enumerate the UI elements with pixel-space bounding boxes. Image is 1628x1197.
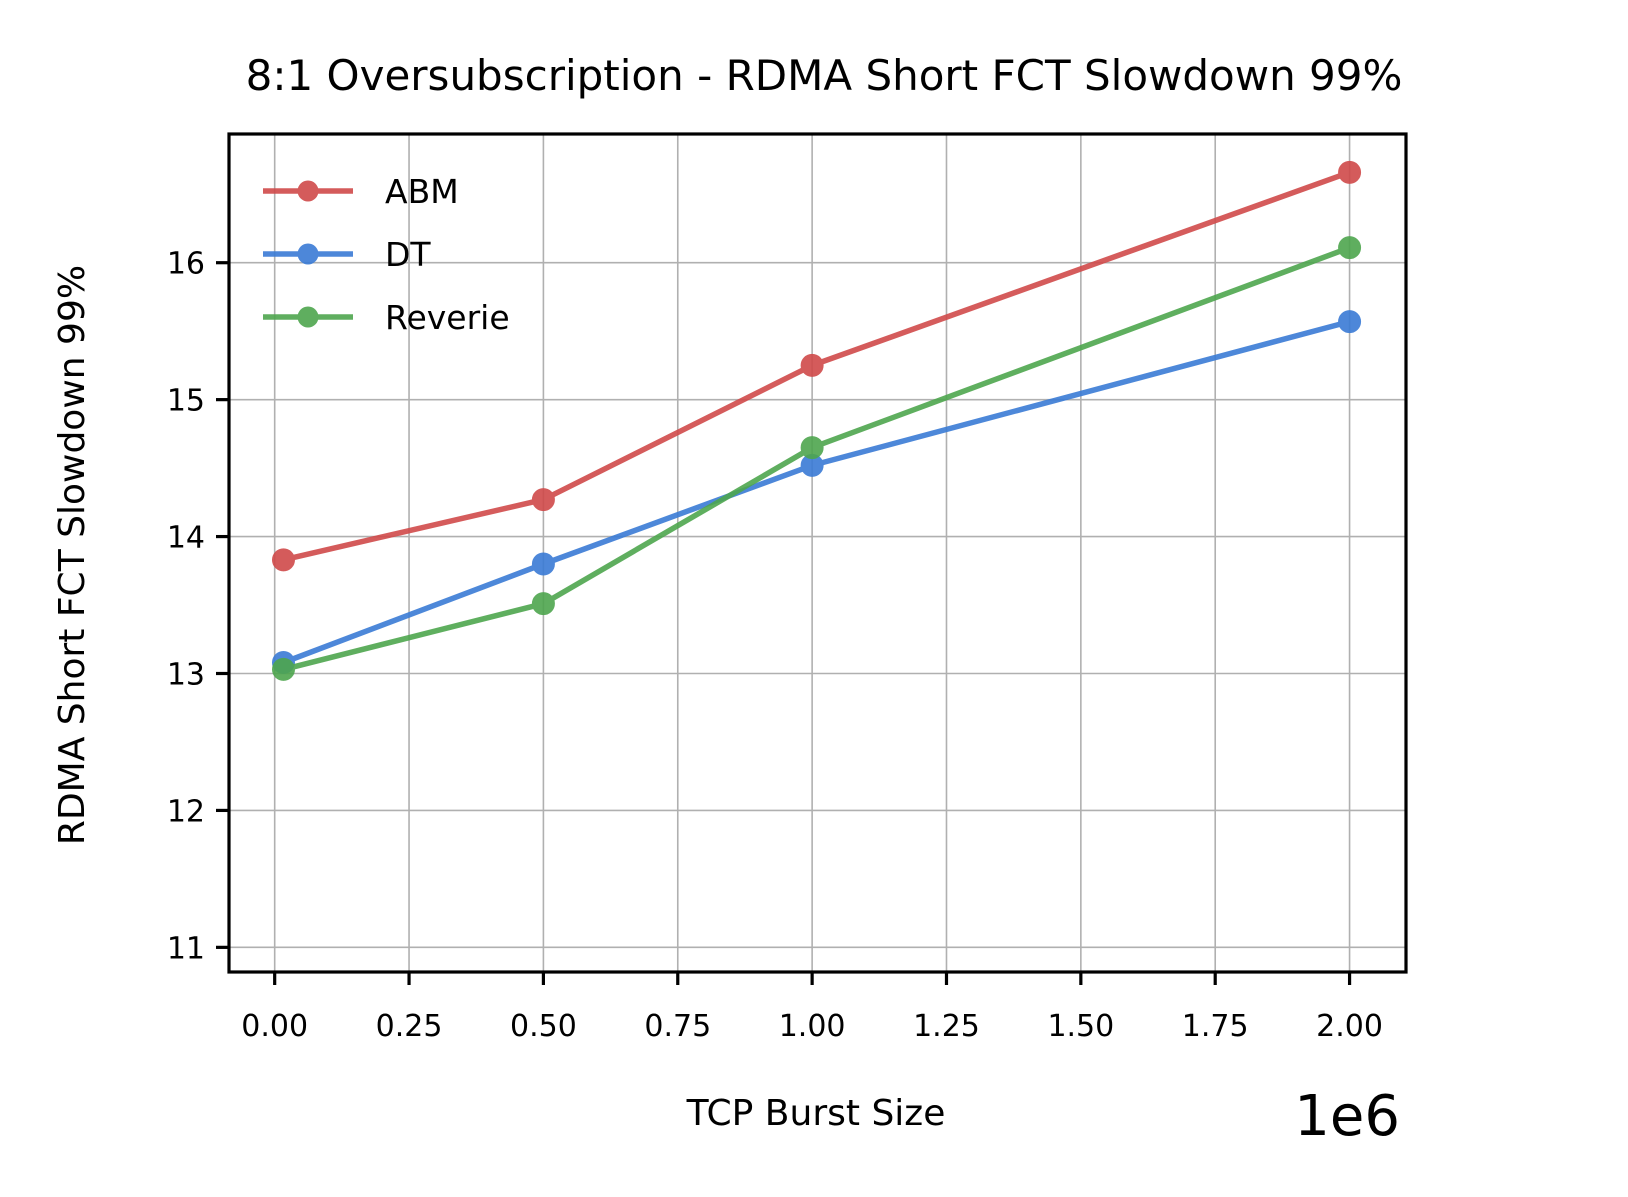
y-tick-label: 14 (167, 521, 205, 556)
legend-item-abm (263, 180, 353, 202)
ticks: 0.00 0.25 0.50 0.75 1.00 1.25 1.50 1.75 2.00 11 12… (167, 247, 1383, 1044)
data-point-reverie (531, 592, 555, 616)
series-line-abm (282, 169, 1351, 563)
data-point-abm (800, 353, 824, 377)
x-tick-label: 0.25 (376, 1009, 443, 1044)
y-tick-label: 12 (167, 794, 205, 829)
series-line-dt (282, 318, 1351, 666)
series-layer (271, 160, 1362, 681)
y-tick-label: 13 (167, 657, 205, 692)
series-line-reverie (282, 245, 1351, 673)
data-point-abm (1338, 160, 1362, 184)
y-axis-label: RDMA Short FCT Slowdown 99% (52, 265, 93, 845)
legend-marker-reverie (297, 306, 319, 328)
series-reverie (271, 236, 1362, 681)
data-point-abm (271, 548, 295, 572)
x-tick-label: 0.75 (644, 1009, 711, 1044)
y-tick-label: 16 (167, 247, 205, 282)
legend-label-dt: DT (385, 235, 431, 274)
y-tick-label: 15 (167, 384, 205, 419)
series-abm (271, 160, 1362, 572)
x-tick-label: 1.75 (1182, 1009, 1249, 1044)
x-offset-label: 1e6 (1294, 1084, 1400, 1149)
chart-title: 8:1 Oversubscription - RDMA Short FCT Sl… (246, 51, 1403, 100)
data-point-reverie (271, 657, 295, 681)
data-point-dt (531, 552, 555, 576)
legend-label-reverie: Reverie (385, 298, 510, 337)
x-tick-label: 0.00 (241, 1009, 308, 1044)
x-tick-label: 2.00 (1316, 1009, 1383, 1044)
data-point-reverie (800, 436, 824, 460)
plot-frame (227, 132, 1408, 974)
legend-marker-dt (297, 243, 319, 265)
x-tick-label: 1.50 (1047, 1009, 1114, 1044)
legend-item-dt (263, 243, 353, 265)
grid (229, 134, 1406, 972)
x-tick-label: 0.50 (510, 1009, 577, 1044)
x-tick-label: 1.25 (913, 1009, 980, 1044)
x-axis-label: TCP Burst Size (686, 1093, 946, 1134)
data-point-dt (1338, 310, 1362, 334)
y-tick-label: 11 (167, 931, 205, 966)
legend-item-reverie (263, 306, 353, 328)
legend: ABM DT Reverie (263, 172, 510, 337)
data-point-abm (531, 488, 555, 512)
x-tick-label: 1.00 (779, 1009, 846, 1044)
legend-marker-abm (297, 180, 319, 202)
legend-label-abm: ABM (385, 172, 459, 211)
data-point-reverie (1338, 236, 1362, 260)
